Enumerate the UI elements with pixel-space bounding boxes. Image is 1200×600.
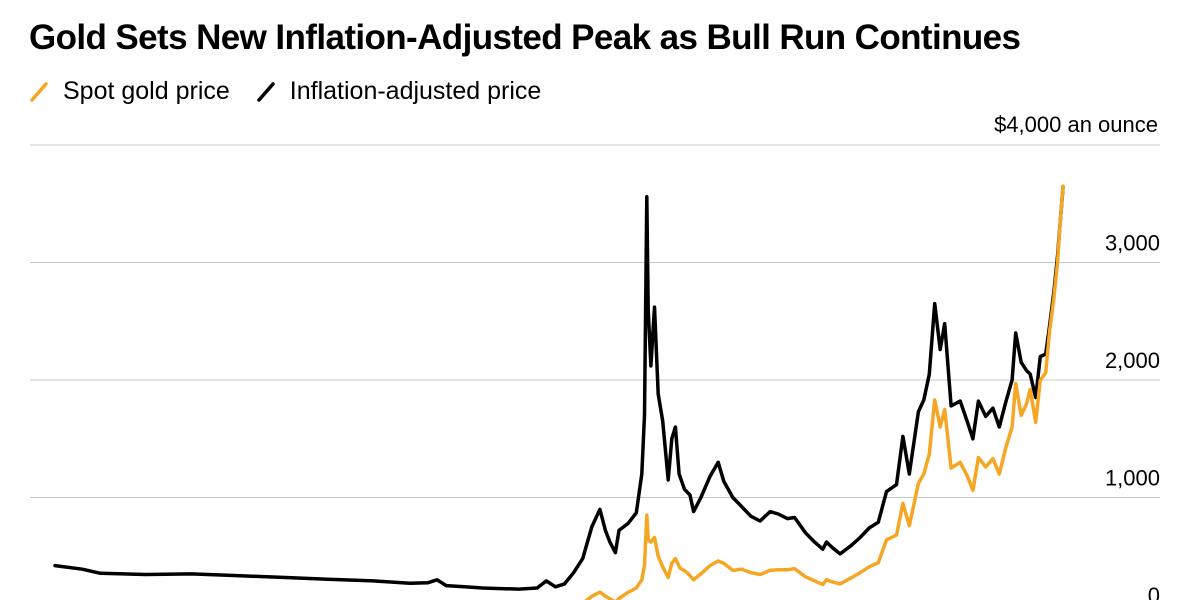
legend-swatch-adjusted xyxy=(257,82,275,102)
legend-item-spot: Spot gold price xyxy=(29,76,230,106)
y-tick-label: 2,000 xyxy=(1105,348,1160,373)
legend-label-spot: Spot gold price xyxy=(63,76,230,105)
chart-title: Gold Sets New Inflation-Adjusted Peak as… xyxy=(29,18,1021,57)
legend-item-adjusted: Inflation-adjusted price xyxy=(256,76,542,106)
legend-label-adjusted: Inflation-adjusted price xyxy=(289,76,542,105)
y-tick-label: 1,000 xyxy=(1105,466,1160,491)
y-axis-unit-label: $4,000 an ounce xyxy=(994,112,1158,137)
series-line-spot-gold xyxy=(584,184,1065,600)
y-tick-label: 3,000 xyxy=(1105,231,1160,256)
y-tick-label: 0 xyxy=(1148,583,1160,600)
legend-swatch-spot xyxy=(30,82,48,102)
series-line-inflation-adjusted xyxy=(53,185,1065,591)
legend: Spot gold price Inflation-adjusted price xyxy=(29,76,567,106)
